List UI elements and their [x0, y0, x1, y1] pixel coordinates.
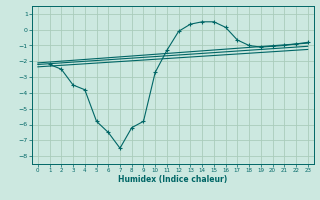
X-axis label: Humidex (Indice chaleur): Humidex (Indice chaleur) — [118, 175, 228, 184]
